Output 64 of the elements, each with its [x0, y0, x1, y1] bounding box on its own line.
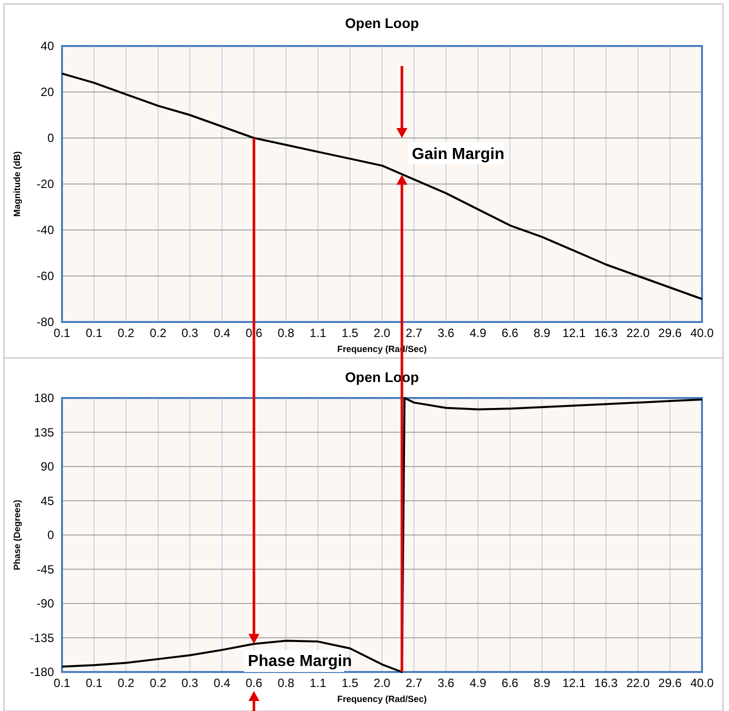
x-tick-label: 0.1 — [54, 676, 71, 690]
x-tick-label: 29.6 — [658, 326, 682, 340]
x-tick-label: 8.9 — [534, 676, 551, 690]
y-tick-label: -80 — [36, 315, 54, 330]
x-tick-label: 40.0 — [690, 676, 714, 690]
x-tick-label: 4.9 — [470, 676, 487, 690]
x-tick-label: 0.4 — [214, 676, 231, 690]
y-tick-label: 45 — [40, 494, 54, 508]
x-tick-label: 40.0 — [690, 326, 714, 340]
annotation: Phase Margin — [248, 653, 352, 670]
x-tick-label: 0.8 — [278, 676, 295, 690]
x-tick-label: 8.9 — [534, 326, 551, 340]
x-tick-label: 0.1 — [86, 326, 103, 340]
x-tick-label: 0.2 — [118, 326, 135, 340]
x-tick-label: 2.0 — [374, 326, 391, 340]
line-series — [61, 72, 703, 300]
x-tick-label: 2.7 — [406, 676, 423, 690]
y-tick-label: -60 — [36, 269, 54, 284]
x-tick-label: 0.3 — [182, 676, 199, 690]
y-tick-label: 0 — [47, 528, 54, 542]
y-tick-label: -45 — [36, 562, 54, 576]
y-tick-label: 40 — [40, 39, 54, 54]
x-tick-label: 1.5 — [342, 326, 359, 340]
x-tick-label: 0.2 — [150, 676, 167, 690]
y-tick-label: 0 — [47, 131, 54, 146]
x-tick-label: 29.6 — [658, 676, 682, 690]
x-tick-label: 4.9 — [470, 326, 487, 340]
x-tick-label: 22.0 — [626, 326, 650, 340]
y-tick-label: -40 — [36, 223, 54, 238]
x-tick-label: 12.1 — [562, 676, 586, 690]
y-axis-title: Magnitude (dB) — [12, 151, 22, 217]
x-tick-label: 16.3 — [594, 326, 618, 340]
x-tick-label: 12.1 — [562, 326, 586, 340]
y-tick-label: 20 — [40, 85, 54, 100]
x-tick-label: 0.1 — [86, 676, 103, 690]
annotation: Gain Margin — [412, 146, 504, 163]
x-tick-label: 0.4 — [214, 326, 231, 340]
x-tick-label: 0.6 — [246, 676, 263, 690]
x-tick-label: 6.6 — [502, 676, 519, 690]
x-tick-label: 2.7 — [406, 326, 423, 340]
x-tick-label: 3.6 — [438, 326, 455, 340]
y-tick-label: -90 — [36, 596, 54, 611]
y-tick-label: -180 — [30, 665, 54, 680]
y-tick-label: 180 — [34, 391, 54, 406]
x-tick-label: 0.8 — [278, 326, 295, 340]
y-axis-title: Phase (Degrees) — [12, 500, 22, 570]
x-tick-label: 6.6 — [502, 326, 519, 340]
x-tick-label: 0.2 — [150, 326, 167, 340]
x-tick-label: 0.3 — [182, 326, 199, 340]
x-tick-label: 16.3 — [594, 676, 618, 690]
y-tick-label: -135 — [30, 630, 54, 645]
y-tick-label: 90 — [40, 460, 54, 474]
x-tick-label: 2.0 — [374, 676, 391, 690]
chart-title: Open Loop — [345, 15, 419, 31]
x-tick-label: 1.5 — [342, 676, 359, 690]
x-tick-label: 0.1 — [54, 326, 71, 340]
x-tick-label: 3.6 — [438, 676, 455, 690]
y-tick-label: -20 — [36, 177, 54, 192]
x-tick-label: 22.0 — [626, 676, 650, 690]
x-axis-title: Frequency (Rad/Sec) — [337, 694, 427, 704]
x-tick-label: 1.1 — [310, 676, 327, 690]
x-tick-label: 0.2 — [118, 676, 135, 690]
x-tick-label: 1.1 — [310, 326, 327, 340]
y-tick-label: 135 — [34, 425, 54, 440]
